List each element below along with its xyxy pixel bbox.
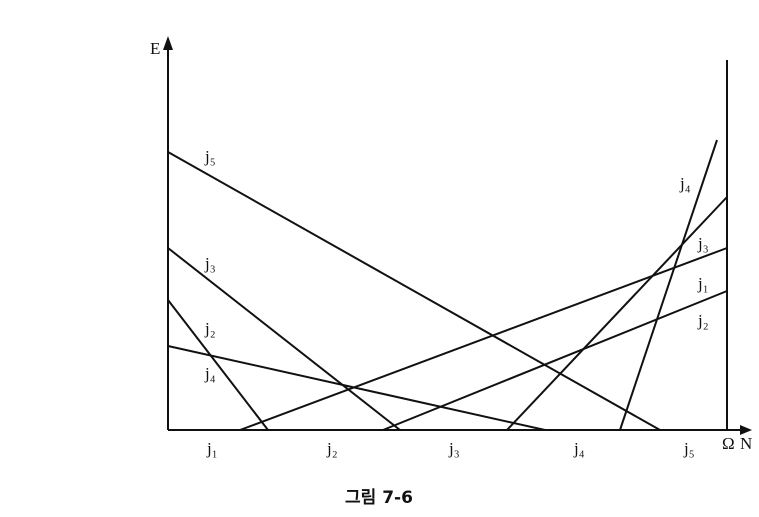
y-label: E — [150, 39, 160, 58]
line-j3-right — [506, 196, 728, 431]
bottom-label: j₂ — [326, 439, 338, 458]
left-label: j₂ — [204, 319, 216, 338]
line-j4-right — [619, 139, 718, 431]
omega-label: Ω — [722, 434, 735, 453]
x-arrow — [740, 425, 752, 435]
y-arrow — [163, 36, 173, 50]
line-j5 — [167, 151, 661, 431]
bottom-label: j₅ — [683, 439, 695, 458]
bottom-label: j₄ — [573, 439, 585, 458]
right-label: j₁ — [697, 274, 709, 293]
line-j2-left — [167, 345, 546, 431]
right-label: j₂ — [697, 311, 709, 330]
left-label: j₅ — [204, 147, 216, 166]
line-j4-left — [167, 299, 269, 431]
left-label: j₄ — [204, 364, 216, 383]
right-label: j₄ — [679, 174, 691, 193]
right-label: j₃ — [697, 234, 709, 253]
left-label: j₃ — [204, 254, 216, 273]
x-label: N — [740, 434, 752, 453]
bottom-label: j₃ — [448, 439, 460, 458]
line-j1-right — [239, 247, 728, 431]
caption: 그림 7-6 — [345, 488, 413, 508]
line-j2-right — [382, 290, 728, 431]
line-j3-left — [167, 247, 401, 431]
bottom-label: j₁ — [206, 439, 218, 458]
